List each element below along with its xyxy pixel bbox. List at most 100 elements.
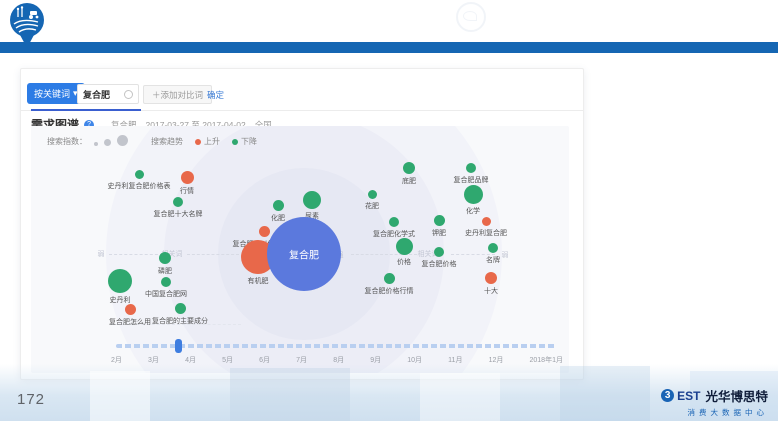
timeline-handle[interactable] xyxy=(175,339,182,353)
bubble-label: 复合肥十大名牌 xyxy=(153,211,203,218)
timeline-month: 4月 xyxy=(185,357,196,364)
bubble-label: 尿素 xyxy=(305,213,319,220)
axis-label: 弱 xyxy=(501,252,509,259)
bubble-label: 十大 xyxy=(484,288,498,295)
bubble-label: 史丹利 xyxy=(109,297,131,304)
timeline-month: 11月 xyxy=(448,357,463,364)
trend-up-dot xyxy=(195,138,201,145)
bubble-label: 复合肥化学式 xyxy=(373,231,415,238)
bubble-dot xyxy=(124,303,136,315)
cityscape-background xyxy=(0,364,778,421)
faint-dash-line xyxy=(111,324,241,325)
city-block xyxy=(560,366,650,421)
city-block xyxy=(90,371,150,421)
bubble-dot xyxy=(159,252,171,264)
legend-up-label: 上升 xyxy=(204,137,220,146)
axis-label: 弱 xyxy=(97,251,105,258)
add-compare-label: ＋添加对比词 xyxy=(152,89,204,100)
timeline-month: 9月 xyxy=(370,357,382,364)
bubble-dot xyxy=(389,217,399,227)
timeline-month: 12月 xyxy=(488,357,504,364)
bubble-dot xyxy=(481,216,491,226)
timeline-month: 6月 xyxy=(259,357,271,364)
bubble-dot xyxy=(367,189,377,199)
bubble-label: 磷肥 xyxy=(158,268,172,275)
brand-subtitle: 消费大数据中心 xyxy=(687,408,768,417)
axis-dash-segment xyxy=(109,254,163,255)
legend-size-dot xyxy=(117,135,128,146)
timeline-month: 5月 xyxy=(222,357,233,364)
bubble-label: 钾肥 xyxy=(432,229,446,237)
legend-down-label: 下降 xyxy=(241,137,257,146)
bubble-dot xyxy=(434,247,444,257)
bubble-label: 复合肥品牌 xyxy=(453,177,489,184)
timeline-month: 8月 xyxy=(333,357,345,364)
bubble-label: 史丹利复合肥 xyxy=(465,229,507,237)
axis-label: 相关词 xyxy=(417,251,439,258)
keyword-mode-label: 按关键词 xyxy=(34,89,71,99)
bubble-label: 花肥 xyxy=(365,202,379,210)
header-bar xyxy=(0,42,778,53)
bubble-label: 价格 xyxy=(397,258,411,266)
bubble-dot xyxy=(433,214,445,226)
info-icon[interactable]: ? xyxy=(84,119,95,130)
brand-name-cn: 光华博思特 xyxy=(705,390,768,404)
bubble-dot xyxy=(161,277,171,287)
bubble-label: 复合肥价格行情 xyxy=(364,287,414,295)
bubble-dot xyxy=(383,272,395,284)
legend-size-circles xyxy=(91,135,131,148)
bubble-label: 有机肥 xyxy=(247,278,269,285)
timeline-track[interactable] xyxy=(116,344,556,348)
app-card: 按关键词 ▾ 复合肥 ＋添加对比词 确定 需求图谱 ? 复合肥 2017-03-… xyxy=(20,68,584,380)
timeline-month: 10月 xyxy=(407,357,423,364)
page-number: 172 xyxy=(17,391,46,408)
axis-dash-segment xyxy=(451,254,495,255)
legend-size-dot xyxy=(94,142,98,146)
trend-down-dot xyxy=(232,138,238,145)
bubble-dot xyxy=(272,199,284,211)
city-block xyxy=(420,373,500,421)
brand-name-en: EST xyxy=(677,388,701,403)
bubble-dot xyxy=(108,269,132,293)
city-block xyxy=(230,368,350,421)
bubble-dot xyxy=(258,225,270,237)
chart-legend: 搜索指数： 搜索趋势 上升 下降 xyxy=(47,135,261,148)
legend-trend-label: 搜索趋势 xyxy=(151,137,183,146)
bubble-dot xyxy=(466,163,476,173)
bubble-label: 名牌 xyxy=(486,257,500,264)
farm-pin-logo xyxy=(10,3,44,48)
bubble-label: 复合肥怎么用 xyxy=(109,318,151,326)
bubble-label: 化学 xyxy=(466,207,480,215)
keyword-input[interactable]: 复合肥 xyxy=(77,84,139,104)
bubble-dot xyxy=(173,197,183,207)
bubble-layer: 史丹利复合肥价格表 行情 复合肥十大名牌 磷肥 史丹利 中国复合肥网 复合肥怎么用 复合肥的主… xyxy=(31,126,569,373)
meta-keyword: 复合肥 xyxy=(111,119,137,130)
clear-input-icon[interactable] xyxy=(124,89,133,99)
timeline-month: 3月 xyxy=(148,357,159,364)
bubble-label: 行情 xyxy=(180,187,194,195)
demand-map-panel: 搜索指数： 搜索趋势 上升 下降 弱相关词强相关词弱 史丹利复合肥价格表行情复合… xyxy=(31,126,569,373)
bubble-label: 中国复合肥网 xyxy=(145,291,187,298)
bubble-dot xyxy=(134,169,144,179)
timeline-month: 2月 xyxy=(111,357,122,364)
bubble-label: 复合肥的主要成分 xyxy=(152,317,208,325)
section-meta: 复合肥 2017-03-27 至 2017-04-02 全国 xyxy=(111,119,272,131)
toolbar-divider xyxy=(21,110,583,111)
active-tab-underline xyxy=(31,109,141,111)
bubble-label: 复合肥 xyxy=(289,250,319,262)
keyword-mode-button[interactable]: 按关键词 ▾ xyxy=(27,83,85,104)
add-compare-button[interactable]: ＋添加对比词 xyxy=(143,85,213,104)
bubble-label: 复合肥价格 xyxy=(421,261,457,268)
legend-size-label: 搜索指数： xyxy=(47,137,87,146)
bubble-dot xyxy=(395,237,413,255)
confirm-link[interactable]: 确定 xyxy=(207,90,225,100)
bubble-dot xyxy=(174,302,186,314)
bubble-dot xyxy=(180,170,194,184)
bubble-dot xyxy=(267,217,341,291)
legend-size-dot xyxy=(104,139,111,146)
bubble-dot xyxy=(403,162,415,174)
bubble-dot xyxy=(463,184,483,204)
city-block xyxy=(690,371,778,421)
meta-region: 全国 xyxy=(254,119,272,130)
